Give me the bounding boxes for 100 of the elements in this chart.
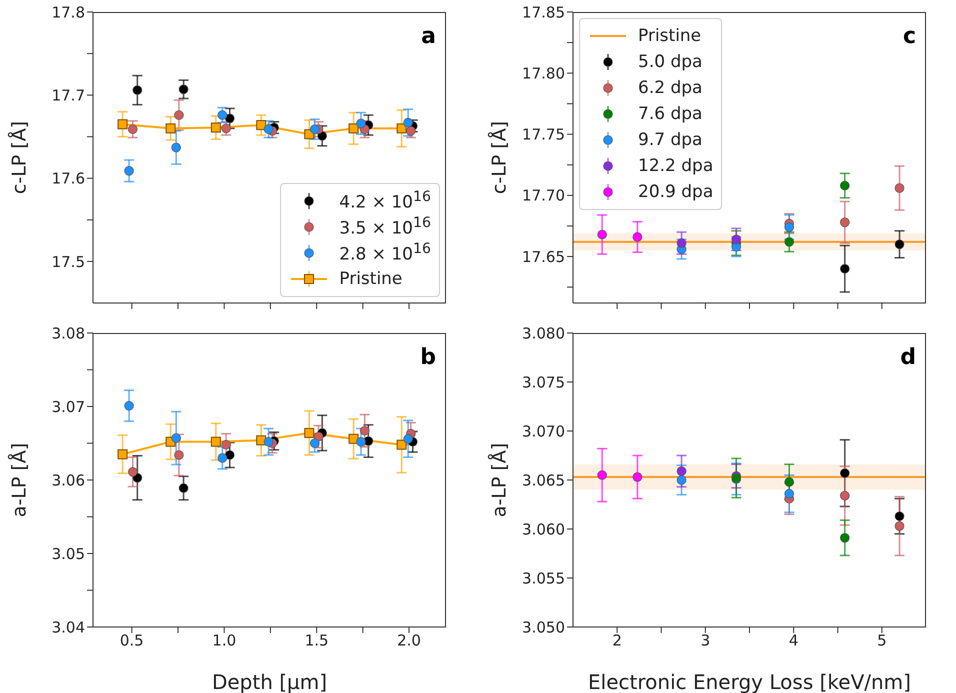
- point: [221, 124, 231, 134]
- point: [178, 84, 188, 94]
- y-tick-label: 17.65: [522, 248, 565, 266]
- y-tick-label: 17.6: [52, 170, 85, 188]
- point: [840, 264, 850, 274]
- point: [224, 450, 235, 460]
- point: [676, 475, 686, 485]
- point: [840, 490, 850, 500]
- point: [731, 234, 742, 244]
- legend-label: 2.8 × 10$^{16}$: [339, 241, 431, 265]
- point: [118, 449, 128, 460]
- point: [310, 438, 320, 448]
- annotation: d: [900, 345, 916, 370]
- y-tick-label: 3.080: [522, 324, 565, 342]
- point: [597, 230, 607, 240]
- point: [356, 118, 366, 128]
- legend-label: Pristine: [339, 269, 402, 289]
- point: [840, 533, 850, 543]
- y-tick-label: 3.07: [52, 398, 85, 416]
- y-tick-label: 3.05: [52, 544, 85, 563]
- point: [174, 110, 184, 120]
- point: [132, 85, 142, 95]
- point: [218, 110, 228, 120]
- point: [632, 472, 642, 482]
- point: [118, 119, 128, 130]
- point: [128, 467, 138, 477]
- point: [894, 183, 904, 193]
- legend-label: 6.2 dpa: [638, 78, 702, 98]
- point: [128, 124, 138, 134]
- point: [784, 237, 794, 247]
- point: [894, 521, 904, 531]
- point: [396, 440, 407, 450]
- annotation: a: [421, 24, 436, 49]
- y-tick-label: 17.7: [52, 86, 85, 104]
- point: [210, 122, 221, 133]
- legend-label: 9.7 dpa: [638, 130, 702, 150]
- point: [784, 222, 794, 232]
- point: [403, 434, 413, 444]
- x-tick-label: 1.5: [304, 632, 329, 650]
- point: [840, 218, 850, 228]
- x-tick-label: 1.0: [212, 632, 236, 650]
- point: [166, 123, 176, 134]
- point: [310, 124, 320, 134]
- point: [224, 114, 235, 124]
- point: [171, 142, 181, 152]
- point: [348, 123, 359, 134]
- point: [784, 477, 794, 487]
- point: [356, 436, 366, 447]
- y-tick-label: 17.80: [522, 64, 565, 82]
- x-tick-label: 0.5: [120, 632, 144, 650]
- y-axis-title: a-LP [Å]: [488, 442, 511, 518]
- point: [360, 426, 370, 436]
- legend-label: 7.6 dpa: [638, 104, 702, 124]
- x-tick-label: 2: [612, 632, 622, 650]
- point: [676, 238, 686, 248]
- point: [221, 440, 231, 450]
- x-tick-label: 3: [700, 632, 710, 650]
- point: [124, 166, 134, 176]
- y-axis-title: c-LP [Å]: [8, 120, 31, 194]
- point: [264, 436, 274, 447]
- y-axis-title: a-LP [Å]: [8, 442, 31, 518]
- y-tick-label: 3.04: [52, 618, 85, 636]
- x-axis-title: Depth [μm]: [212, 670, 328, 693]
- legend-label: 3.5 × 10$^{16}$: [339, 215, 431, 239]
- legend-label: 4.2 × 10$^{16}$: [339, 189, 431, 213]
- y-tick-label: 3.060: [522, 520, 565, 538]
- point: [256, 120, 266, 130]
- legend-label: 12.2 dpa: [638, 156, 714, 176]
- y-tick-label: 3.050: [522, 618, 565, 636]
- legend-label: Pristine: [638, 26, 702, 46]
- legend-label: 20.9 dpa: [638, 182, 714, 202]
- point: [348, 434, 359, 444]
- y-tick-label: 17.85: [522, 3, 565, 22]
- y-tick-label: 3.070: [522, 422, 565, 440]
- point: [178, 483, 188, 493]
- point: [171, 433, 181, 443]
- point: [264, 124, 274, 134]
- annotation: c: [902, 24, 916, 49]
- y-tick-label: 17.70: [522, 186, 565, 205]
- point: [676, 466, 686, 476]
- point: [597, 470, 607, 480]
- x-axis-title: Electronic Energy Loss [keV/nm]: [588, 670, 911, 693]
- point: [840, 468, 850, 478]
- y-tick-label: 3.055: [522, 569, 565, 588]
- annotation: b: [420, 345, 436, 370]
- x-tick-label: 2.0: [397, 632, 421, 650]
- y-tick-label: 17.5: [52, 252, 85, 271]
- point: [784, 488, 794, 499]
- point: [894, 511, 904, 522]
- point: [731, 242, 742, 252]
- point: [210, 436, 221, 447]
- legend-label: 5.0 dpa: [638, 52, 702, 72]
- point: [218, 453, 228, 463]
- y-tick-label: 3.075: [522, 373, 565, 392]
- point: [396, 123, 407, 134]
- y-axis-title: c-LP [Å]: [488, 120, 511, 194]
- point: [632, 232, 642, 242]
- point: [840, 180, 850, 190]
- point: [124, 400, 134, 411]
- x-tick-label: 5: [877, 632, 887, 650]
